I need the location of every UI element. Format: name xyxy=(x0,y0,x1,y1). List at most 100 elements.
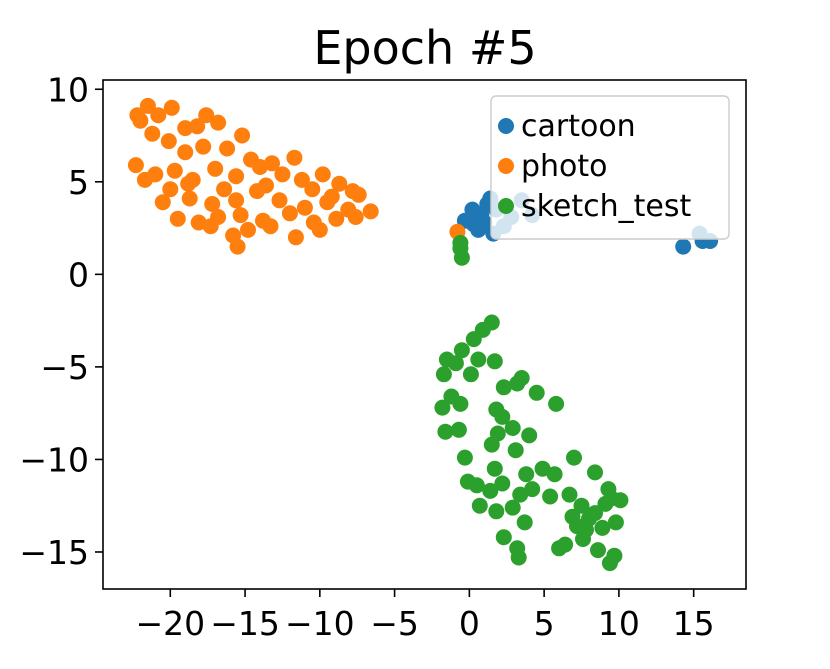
data-point xyxy=(163,99,180,116)
data-point xyxy=(286,149,303,166)
y-tick-label: −10 xyxy=(19,440,89,479)
data-point xyxy=(486,460,503,477)
data-point xyxy=(435,366,452,383)
data-point xyxy=(464,201,481,218)
data-point xyxy=(304,181,321,198)
data-point xyxy=(471,497,488,514)
data-point xyxy=(139,97,156,114)
data-point xyxy=(470,351,487,368)
data-point xyxy=(281,205,298,222)
data-point xyxy=(252,159,268,175)
data-point xyxy=(177,144,194,161)
data-point xyxy=(271,192,288,209)
data-point xyxy=(328,210,345,227)
x-tick-label: −10 xyxy=(285,604,355,643)
data-point xyxy=(216,181,233,198)
legend-marker xyxy=(498,198,514,214)
plot-frame xyxy=(102,79,747,590)
data-point xyxy=(488,503,505,520)
legend-box xyxy=(490,95,730,240)
data-point xyxy=(495,529,512,546)
x-tick-label: −5 xyxy=(370,604,419,643)
data-point xyxy=(581,510,597,527)
data-point xyxy=(482,482,499,499)
data-point xyxy=(202,218,219,235)
data-point xyxy=(296,199,313,216)
x-tick-label: −15 xyxy=(210,604,280,643)
y-tick-label: 0 xyxy=(68,255,89,294)
chart-title: Epoch #5 xyxy=(313,21,536,75)
data-point xyxy=(561,486,578,503)
data-point xyxy=(495,379,512,396)
data-point xyxy=(566,449,582,466)
data-point xyxy=(274,166,291,183)
data-point xyxy=(204,196,221,212)
data-point xyxy=(144,125,161,142)
data-point xyxy=(524,481,541,498)
data-point xyxy=(229,238,246,255)
data-point xyxy=(240,221,256,238)
data-point xyxy=(476,214,493,231)
data-point xyxy=(195,138,212,155)
data-point xyxy=(169,210,186,227)
data-point xyxy=(518,466,535,483)
data-point xyxy=(462,366,479,383)
data-point xyxy=(509,375,526,392)
data-point xyxy=(521,427,538,444)
data-point xyxy=(127,157,144,174)
data-point xyxy=(546,466,563,483)
data-point xyxy=(331,175,348,192)
data-point xyxy=(150,107,167,124)
data-point xyxy=(548,395,565,412)
data-point xyxy=(512,486,529,503)
y-tick-label: 5 xyxy=(68,163,89,202)
data-point xyxy=(607,514,624,531)
data-point xyxy=(594,519,611,536)
data-point xyxy=(198,107,215,124)
data-point xyxy=(219,140,236,157)
data-point xyxy=(347,209,364,225)
data-point xyxy=(587,464,603,481)
data-point xyxy=(362,203,379,220)
data-point xyxy=(160,133,177,150)
data-point xyxy=(534,460,551,477)
data-point xyxy=(494,408,511,425)
data-point xyxy=(447,355,464,372)
data-point xyxy=(234,127,251,144)
data-point xyxy=(136,171,153,188)
data-point xyxy=(486,353,503,370)
series-sketch-test xyxy=(434,234,629,572)
x-tick-label: 0 xyxy=(459,604,480,643)
data-point xyxy=(452,234,469,251)
data-point xyxy=(450,421,467,438)
data-point xyxy=(557,536,574,553)
data-point xyxy=(177,120,194,137)
data-point xyxy=(516,514,533,531)
data-point xyxy=(528,384,545,401)
data-point xyxy=(504,499,521,516)
data-point xyxy=(189,118,206,135)
data-point xyxy=(465,331,482,348)
data-point xyxy=(675,238,692,255)
data-point xyxy=(459,473,476,490)
data-point xyxy=(258,177,274,194)
data-point xyxy=(494,475,511,492)
data-point xyxy=(603,490,620,507)
legend-marker xyxy=(498,118,514,134)
data-point xyxy=(510,549,527,566)
data-point xyxy=(504,420,521,436)
data-point xyxy=(323,188,340,205)
x-tick-label: 15 xyxy=(673,604,715,643)
legend-label: photo xyxy=(521,149,608,184)
x-tick-label: 10 xyxy=(598,604,640,643)
legend-label: cartoon xyxy=(521,109,636,144)
x-tick-label: −20 xyxy=(135,604,205,643)
data-point xyxy=(311,221,328,238)
data-point xyxy=(228,168,245,185)
legend-label: sketch_test xyxy=(521,189,692,224)
data-point xyxy=(507,442,524,459)
y-tick-label: −5 xyxy=(40,348,89,387)
data-point xyxy=(350,186,367,203)
